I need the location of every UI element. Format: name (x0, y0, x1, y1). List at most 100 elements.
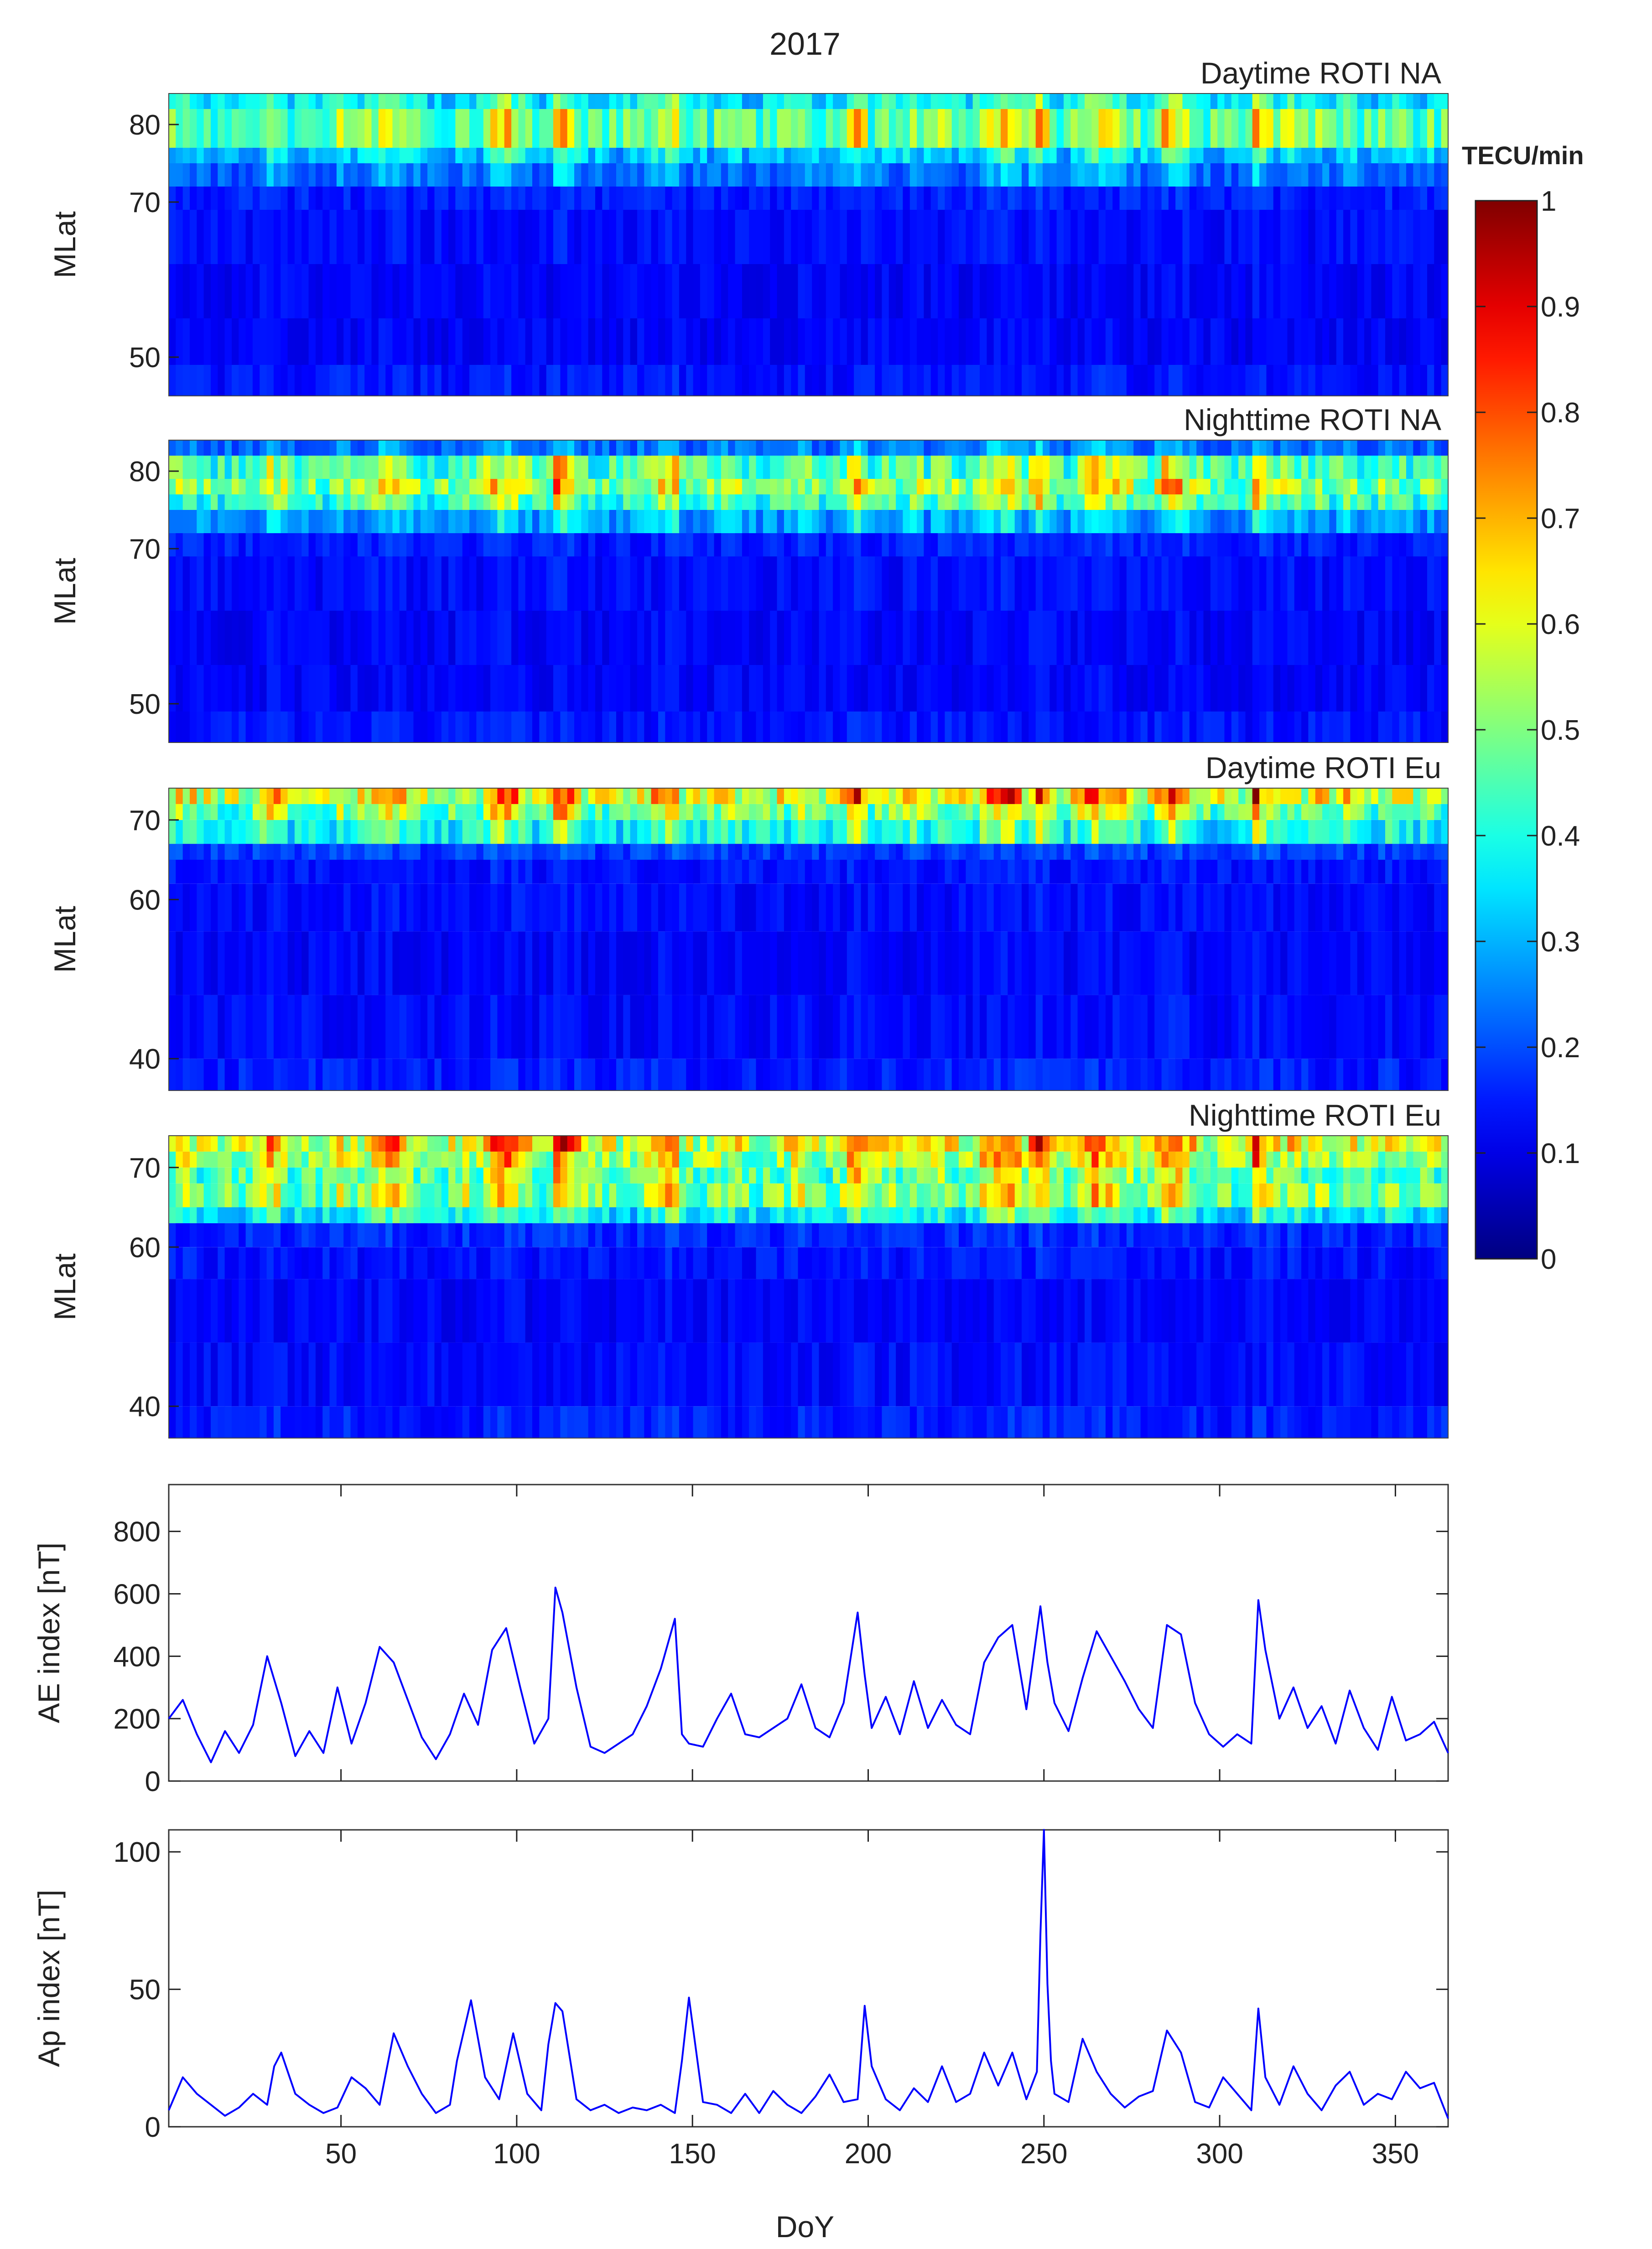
heatmap-cell (993, 556, 1001, 611)
heatmap-cell (1077, 1059, 1085, 1091)
heatmap-cell (1098, 533, 1106, 556)
heatmap-cell (497, 479, 505, 494)
heatmap-cell (784, 148, 791, 163)
heatmap-cell (770, 510, 778, 533)
heatmap-cell (1070, 456, 1078, 479)
heatmap-cell (574, 210, 582, 264)
heatmap-cell (623, 820, 631, 844)
heatmap-cell (819, 804, 826, 820)
heatmap-cell (532, 93, 540, 109)
heatmap-cell (742, 860, 749, 884)
heatmap-cell (1112, 187, 1120, 210)
heatmap-cell (462, 860, 470, 884)
heatmap-cell (595, 883, 603, 932)
heatmap-cell (1231, 1059, 1239, 1091)
heatmap-cell (1091, 860, 1099, 884)
heatmap-cell (1378, 712, 1386, 743)
heatmap-cell (651, 365, 659, 396)
heatmap-cell (287, 931, 295, 995)
heatmap-cell (861, 210, 868, 264)
heatmap-cell (868, 479, 875, 494)
heatmap-cell (1322, 163, 1330, 187)
heatmap-cell (176, 665, 183, 712)
heatmap-cell (413, 556, 421, 611)
heatmap-cell (469, 510, 477, 533)
heatmap-cell (287, 510, 295, 533)
heatmap-cell (455, 264, 463, 318)
heatmap-cell (1043, 318, 1050, 365)
heatmap-cell (909, 494, 917, 510)
heatmap-cell (281, 556, 288, 611)
heatmap-cell (1175, 510, 1183, 533)
heatmap-cell (805, 1059, 812, 1091)
heatmap-cell (861, 844, 868, 860)
heatmap-cell (406, 611, 414, 665)
heatmap-cell (1315, 844, 1323, 860)
heatmap-cell (1196, 163, 1204, 187)
heatmap-cell (735, 788, 743, 804)
heatmap-cell (1119, 1059, 1127, 1091)
heatmap-cell (406, 494, 414, 510)
heatmap-cell (1273, 109, 1281, 148)
heatmap-cell (357, 611, 365, 665)
heatmap-cell (169, 611, 177, 665)
heatmap-cell (1070, 148, 1078, 163)
heatmap-cell (1001, 148, 1008, 163)
heatmap-cell (490, 931, 498, 995)
heatmap-cell (679, 860, 686, 884)
heatmap-cell (1217, 883, 1225, 932)
heatmap-cell (385, 820, 393, 844)
heatmap-cell (1259, 479, 1267, 494)
heatmap-cell (232, 844, 239, 860)
heatmap-cell (972, 860, 980, 884)
heatmap-cell (497, 318, 505, 365)
heatmap-cell (980, 844, 987, 860)
heatmap-cell (1336, 148, 1344, 163)
heatmap-cell (756, 456, 764, 479)
heatmap-cell (329, 931, 337, 995)
heatmap-cell (1203, 318, 1211, 365)
heatmap-cell (182, 533, 190, 556)
heatmap-cell (1112, 148, 1120, 163)
heatmap-cell (574, 163, 582, 187)
heatmap-cell (301, 931, 309, 995)
heatmap-cell (434, 264, 442, 318)
heatmap-cell (987, 148, 994, 163)
heatmap-cell (714, 883, 722, 932)
heatmap-cell (525, 163, 533, 187)
heatmap-cell (763, 883, 770, 932)
heatmap-cell (1259, 1059, 1267, 1091)
heatmap-cell (266, 163, 274, 187)
heatmap-cell (287, 456, 295, 479)
heatmap-cell (1371, 456, 1379, 479)
heatmap-cell (1336, 510, 1344, 533)
heatmap-cell (364, 556, 372, 611)
heatmap-cell (301, 611, 309, 665)
heatmap-cell (742, 844, 749, 860)
heatmap-cell (455, 148, 463, 163)
heatmap-cell (616, 187, 624, 210)
heatmap-cell (574, 148, 582, 163)
heatmap-cell (909, 804, 917, 820)
heatmap-cell (252, 788, 260, 804)
heatmap-cell (909, 479, 917, 494)
heatmap-cell (588, 931, 596, 995)
heatmap-cell (651, 1059, 659, 1091)
heatmap-cell (1308, 883, 1316, 932)
heatmap-cell (1406, 440, 1414, 456)
heatmap-cell (980, 883, 987, 932)
heatmap-cell (518, 820, 526, 844)
heatmap-cell (909, 1059, 917, 1091)
heatmap-cell (252, 163, 260, 187)
heatmap-cell (1322, 931, 1330, 995)
heatmap-cell (1217, 187, 1225, 210)
heatmap-cell (343, 163, 351, 187)
heatmap-cell (1224, 440, 1232, 456)
heatmap-cell (1140, 860, 1148, 884)
heatmap-cell (665, 844, 673, 860)
heatmap-cell (1085, 148, 1092, 163)
heatmap-cell (1203, 844, 1211, 860)
heatmap-cell (532, 804, 540, 820)
heatmap-cell (260, 931, 267, 995)
heatmap-cell (951, 479, 959, 494)
